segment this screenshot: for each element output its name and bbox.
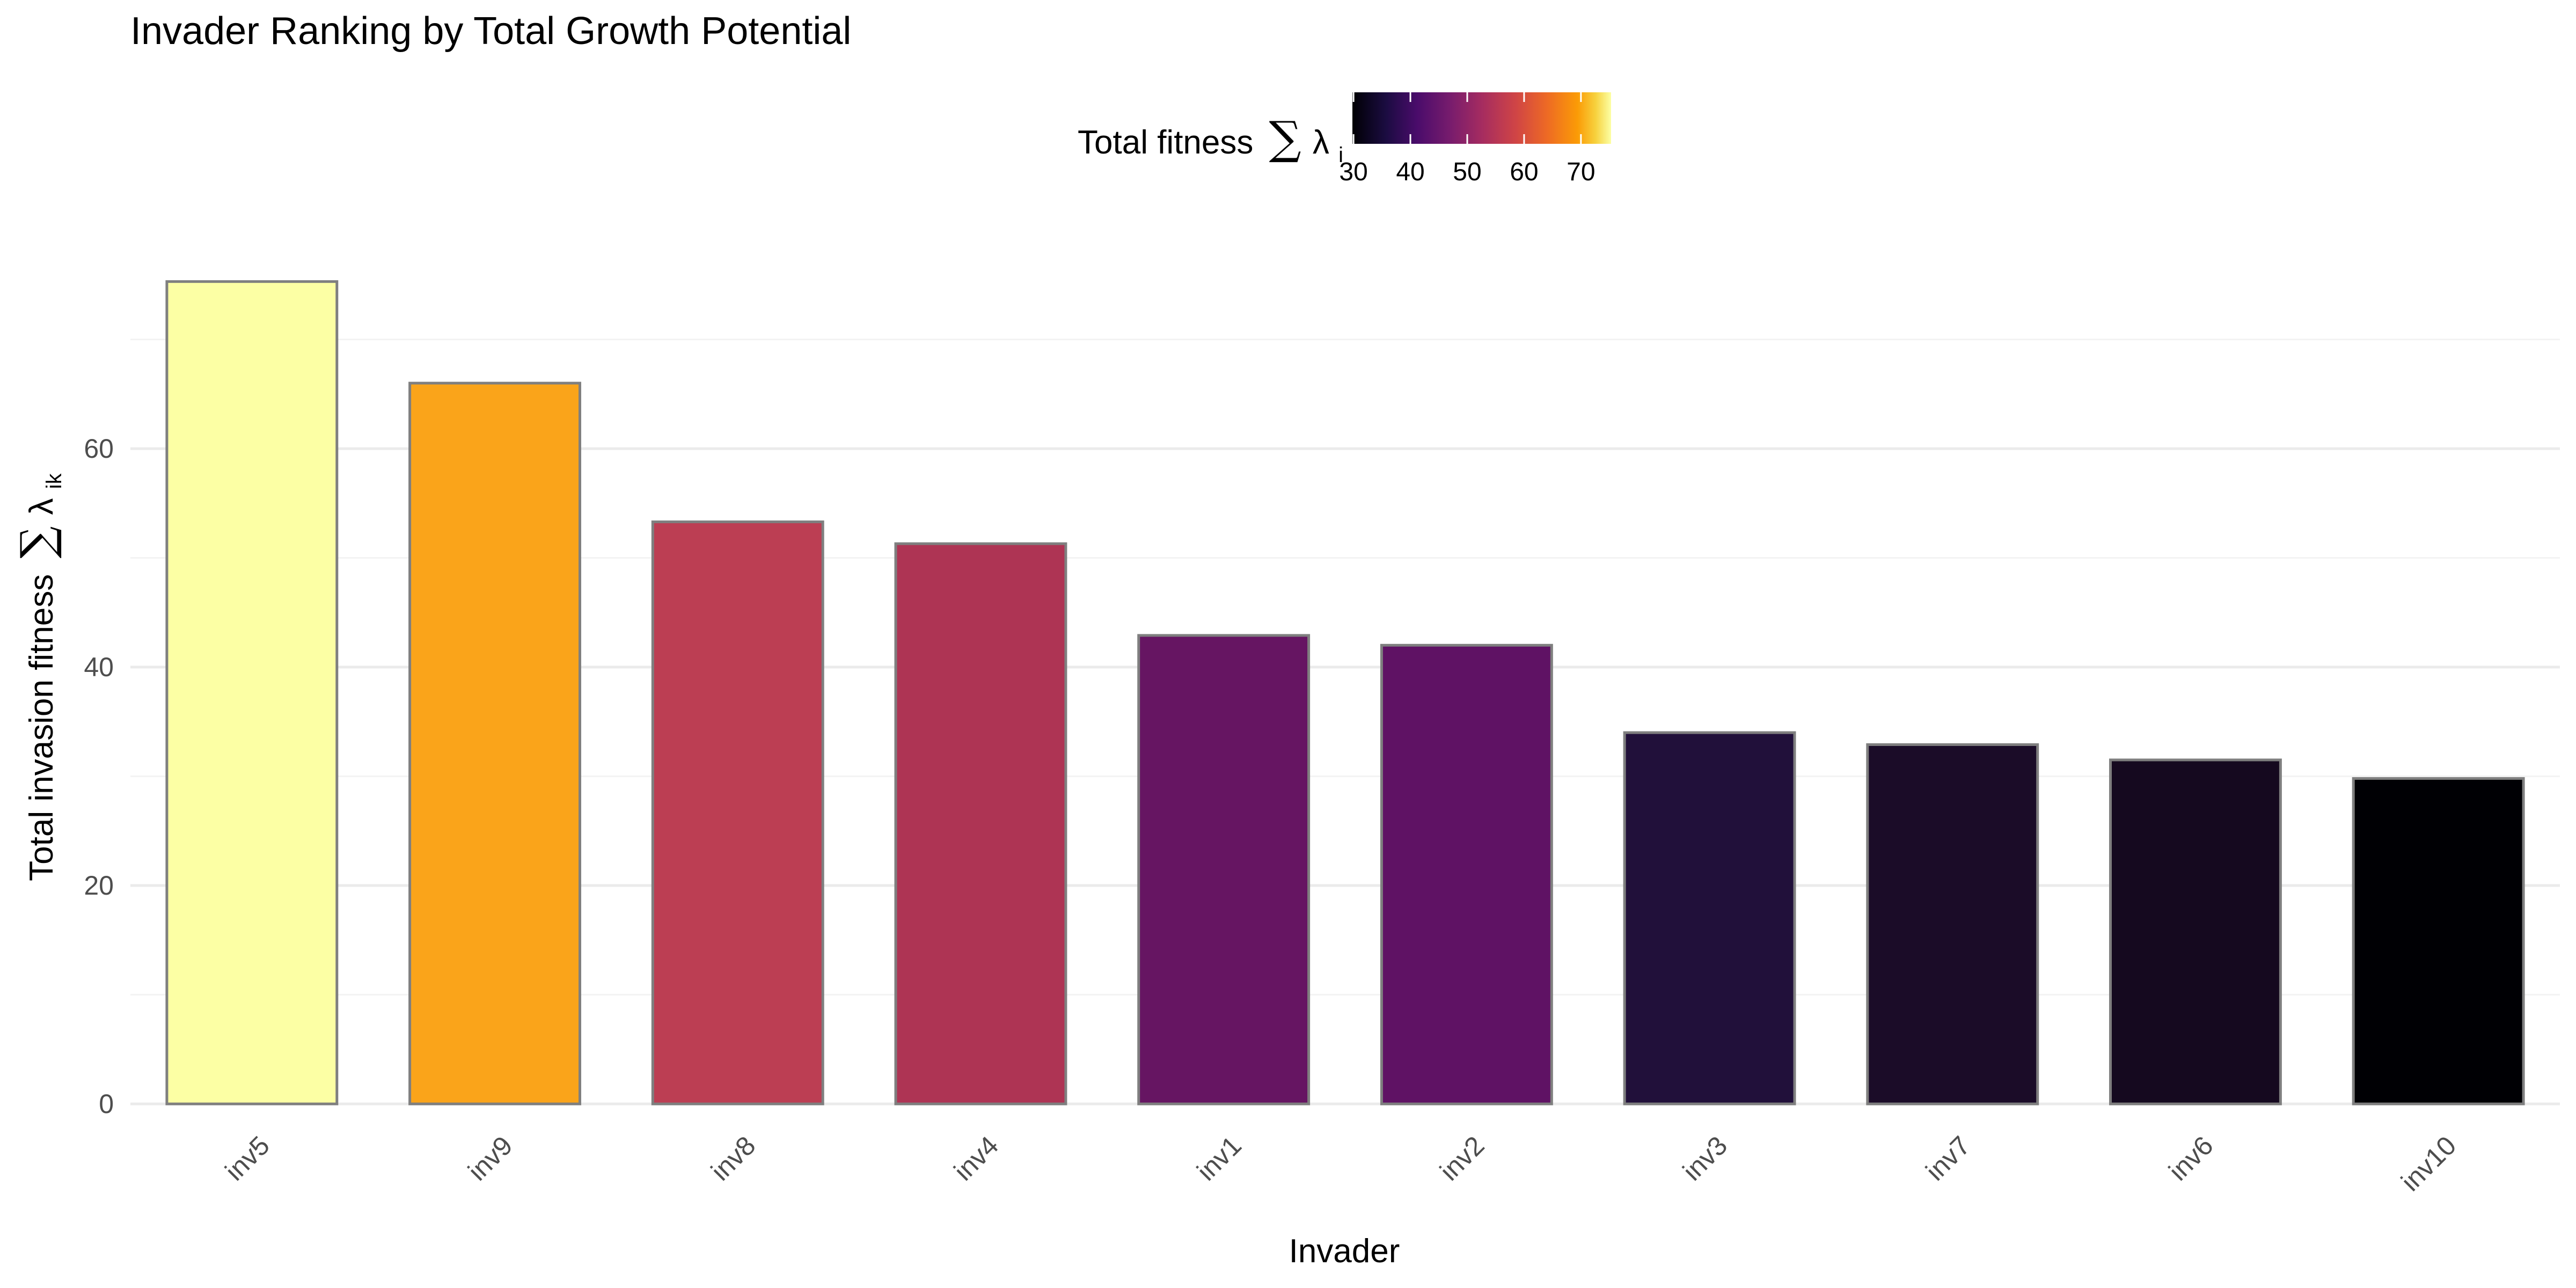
y-tick-label: 60 xyxy=(84,434,114,464)
legend-tick-label: 70 xyxy=(1567,158,1595,186)
legend-tick-label: 60 xyxy=(1510,158,1538,186)
legend-title: Total fitness ∑ λ i xyxy=(1078,112,1343,167)
legend-colorbar xyxy=(1352,92,1611,144)
x-tick-label: inv1 xyxy=(1191,1130,1247,1186)
bar-inv1 xyxy=(1137,634,1311,1106)
x-tick-label: inv10 xyxy=(2395,1130,2462,1197)
chart-title: Invader Ranking by Total Growth Potentia… xyxy=(130,10,851,53)
x-tick-label: inv6 xyxy=(2163,1130,2219,1186)
bar-inv9 xyxy=(408,382,581,1106)
x-axis-title: Invader xyxy=(1289,1233,1400,1270)
x-tick-label: inv2 xyxy=(1434,1130,1490,1186)
bar-inv5 xyxy=(165,280,339,1106)
y-tick-label: 20 xyxy=(84,870,114,901)
color-legend: Total fitness ∑ λ i 30 40 50 60 70 xyxy=(1078,92,1611,186)
bar-inv10 xyxy=(2352,777,2525,1106)
bar-inv4 xyxy=(894,542,1067,1106)
bar-inv8 xyxy=(651,520,824,1106)
x-axis-ticks: inv5 inv9 inv8 inv4 inv1 inv2 inv3 inv7 inv6 inv1… xyxy=(219,1130,2462,1197)
legend-tick-label: 40 xyxy=(1396,158,1424,186)
x-tick-label: inv7 xyxy=(1920,1130,1976,1186)
y-axis-ticks: 0 20 40 60 xyxy=(84,434,114,1119)
legend-tick-label: 30 xyxy=(1339,158,1367,186)
x-tick-label: inv4 xyxy=(948,1130,1004,1186)
x-tick-label: inv9 xyxy=(462,1130,518,1186)
bars xyxy=(165,280,2525,1106)
y-axis-title: Total invasion fitness ∑ λ ik xyxy=(11,473,66,881)
x-tick-label: inv3 xyxy=(1677,1130,1733,1186)
bar-inv3 xyxy=(1623,731,1796,1106)
bar-inv6 xyxy=(2109,758,2282,1106)
x-tick-label: inv5 xyxy=(219,1130,275,1186)
y-tick-label: 0 xyxy=(99,1089,114,1119)
legend-ticks: 30 40 50 60 70 xyxy=(1339,92,1596,186)
bar-inv2 xyxy=(1380,643,1553,1106)
x-tick-label: inv8 xyxy=(705,1130,761,1186)
bar-inv7 xyxy=(1866,743,2039,1106)
y-tick-label: 40 xyxy=(84,652,114,682)
legend-tick-label: 50 xyxy=(1453,158,1481,186)
